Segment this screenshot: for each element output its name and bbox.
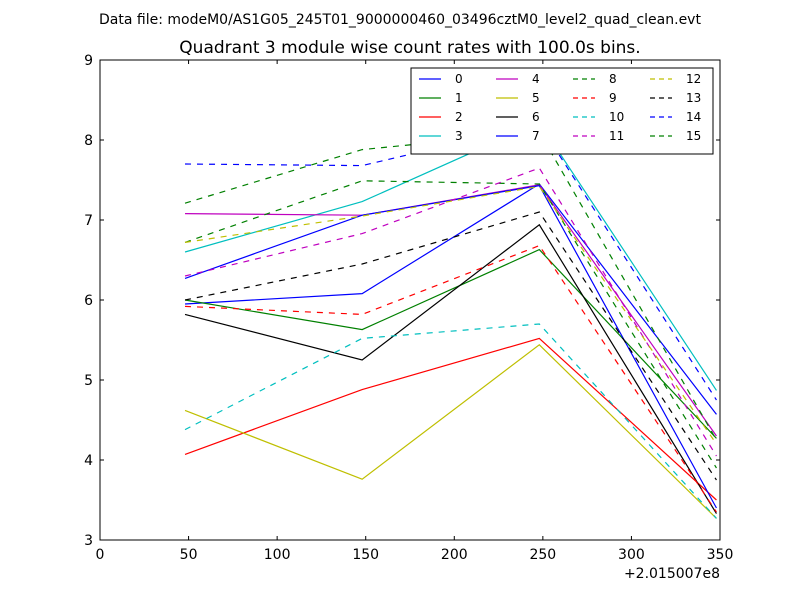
- legend-label-8: 8: [609, 72, 617, 86]
- x-tick-label: 0: [96, 547, 105, 563]
- series-line-9: [185, 244, 717, 513]
- x-tick-label: 50: [180, 547, 198, 563]
- legend-label-15: 15: [686, 129, 701, 143]
- legend-label-5: 5: [532, 91, 540, 105]
- x-tick-label: 350: [707, 547, 734, 563]
- legend-label-1: 1: [455, 91, 463, 105]
- x-tick-label: 150: [352, 547, 379, 563]
- legend-label-2: 2: [455, 110, 463, 124]
- y-tick-label: 8: [84, 133, 93, 149]
- series-line-3: [184, 121, 717, 391]
- series-line-0: [184, 183, 717, 415]
- legend-label-14: 14: [686, 110, 701, 124]
- legend-label-7: 7: [532, 129, 540, 143]
- series-line-6: [184, 223, 717, 514]
- legend-label-4: 4: [532, 72, 540, 86]
- series-layer: [184, 121, 717, 519]
- legend-label-11: 11: [609, 129, 624, 143]
- legend-label-6: 6: [532, 110, 540, 124]
- series-line-1: [184, 248, 717, 439]
- legend-label-12: 12: [686, 72, 701, 86]
- legend-label-3: 3: [455, 129, 463, 143]
- legend-label-0: 0: [455, 72, 463, 86]
- y-tick-label: 6: [84, 293, 93, 309]
- series-line-5: [184, 344, 717, 519]
- chart-suptitle: Data file: modeM0/AS1G05_245T01_90000004…: [99, 12, 701, 28]
- x-axis-offset-label: +2.015007e8: [624, 566, 720, 582]
- x-tick-label: 250: [529, 547, 556, 563]
- y-tick-label: 7: [84, 213, 93, 229]
- series-line-15: [184, 131, 717, 441]
- legend-label-13: 13: [686, 91, 701, 105]
- y-tick-label: 4: [84, 453, 93, 469]
- series-line-12: [184, 185, 717, 445]
- legend-label-9: 9: [609, 91, 617, 105]
- legend-frame: [410, 67, 714, 155]
- chart-title: Quadrant 3 module wise count rates with …: [179, 38, 640, 58]
- series-line-8: [184, 180, 717, 469]
- series-line-10: [184, 323, 717, 519]
- y-tick-label: 3: [84, 533, 93, 549]
- x-tick-label: 100: [264, 547, 291, 563]
- y-tick-label: 9: [84, 53, 93, 69]
- series-line-2: [184, 337, 717, 501]
- x-tick-label: 200: [441, 547, 468, 563]
- legend-label-10: 10: [609, 110, 624, 124]
- x-tick-label: 300: [618, 547, 645, 563]
- y-tick-label: 5: [84, 373, 93, 389]
